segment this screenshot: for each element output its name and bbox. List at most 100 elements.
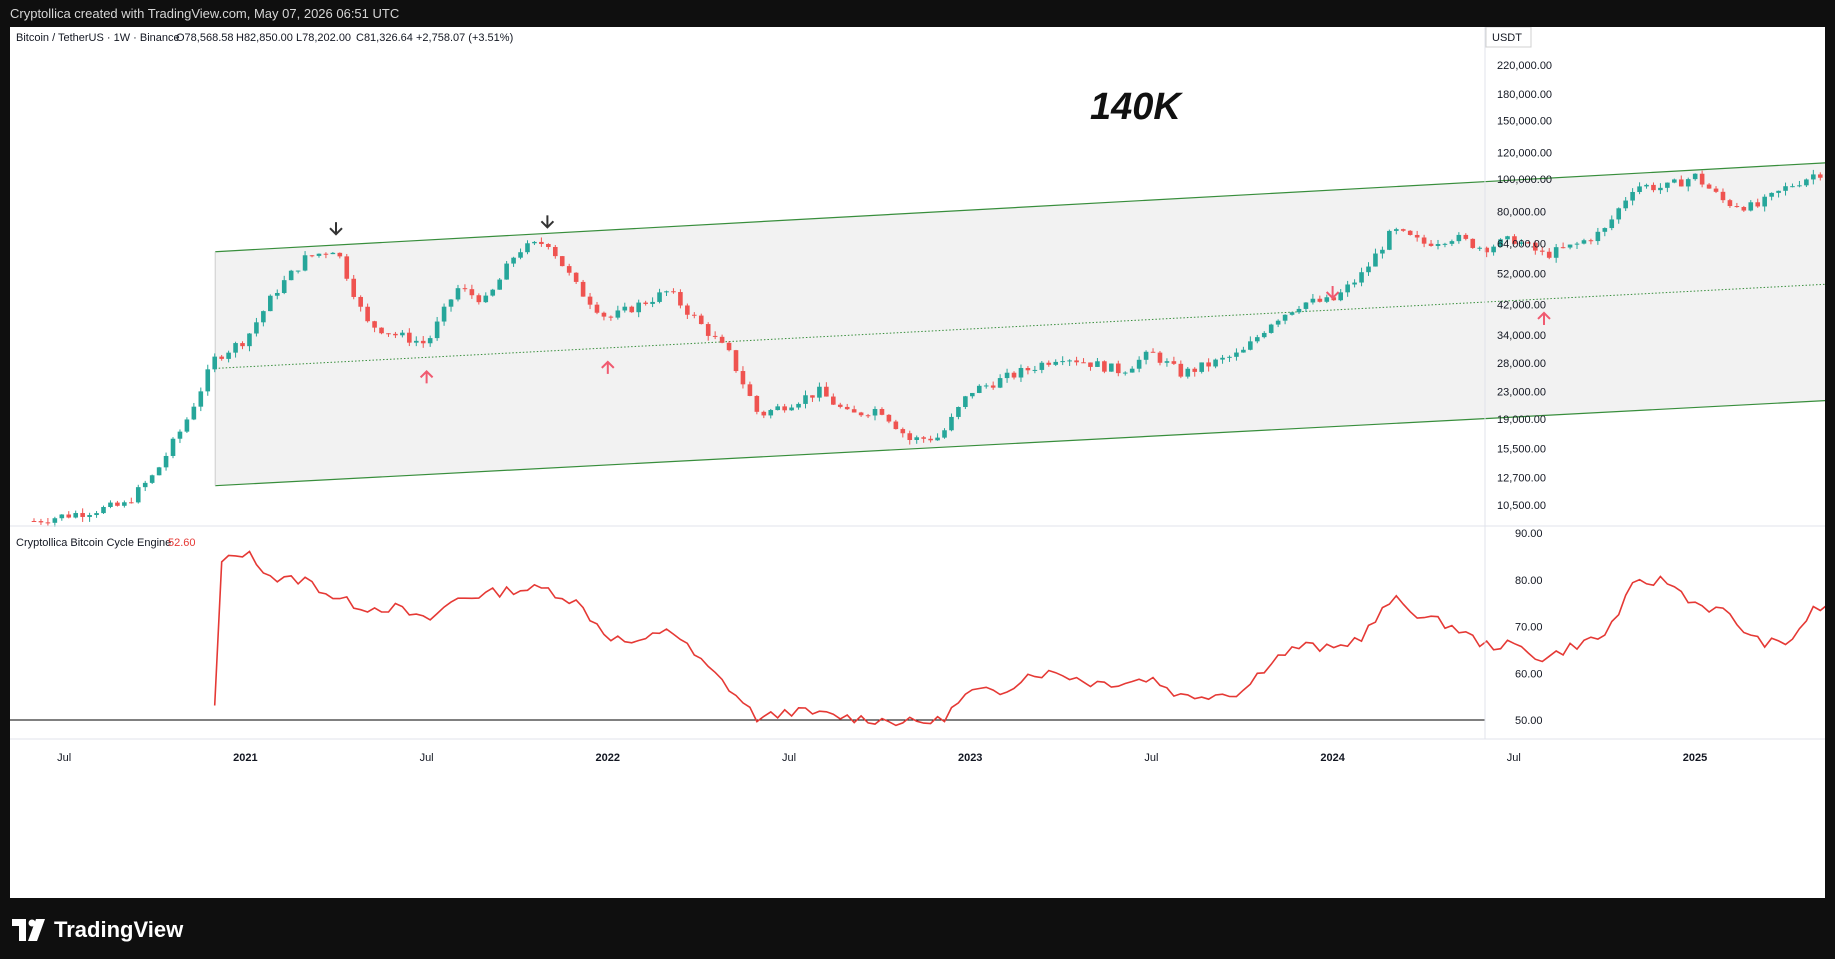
candle-body <box>212 356 218 370</box>
candle-body <box>226 352 231 359</box>
candle-body <box>601 312 607 317</box>
candle-body <box>1609 219 1615 229</box>
candle-body <box>685 305 690 315</box>
candle-body <box>309 255 315 257</box>
candle-body <box>851 409 857 413</box>
candle-body <box>671 291 676 293</box>
indicator-tick-label: 80.00 <box>1515 575 1543 587</box>
candle-body <box>921 437 926 439</box>
candle-body <box>914 437 920 440</box>
candle-body <box>768 410 774 416</box>
candle-body <box>1067 360 1072 362</box>
candle-body <box>233 343 238 353</box>
candle-body <box>295 270 301 272</box>
price-tick-label: 12,700.00 <box>1497 472 1546 484</box>
candle-body <box>518 252 523 258</box>
time-tick-label: 2022 <box>596 752 620 764</box>
candle-body <box>573 272 579 282</box>
time-tick-label: 2024 <box>1320 752 1345 764</box>
candle-body <box>1380 249 1385 254</box>
candle-body <box>1651 184 1656 191</box>
candle-body <box>1588 240 1594 242</box>
candle-body <box>191 406 197 420</box>
chart-svg[interactable]: 220,000.00 180,000.00 150,000.00 120,000.00… <box>10 26 1835 898</box>
indicator-tick-label: 50.00 <box>1515 715 1543 727</box>
candle-body <box>205 369 211 392</box>
candle-body <box>1011 372 1017 378</box>
candle-body <box>1053 361 1059 365</box>
candle-body <box>657 292 662 302</box>
header-caption: Cryptollica created with TradingView.com… <box>10 6 400 21</box>
support-arrow-head <box>601 360 615 369</box>
candle-body <box>1435 244 1441 246</box>
candle-body <box>1470 238 1476 248</box>
candle-body <box>1783 186 1788 191</box>
channel-upper-line <box>215 161 1835 253</box>
candle-body <box>254 322 259 334</box>
candle-body <box>796 403 801 408</box>
candle-body <box>893 421 899 430</box>
candle-body <box>963 396 968 408</box>
candle-body <box>1178 363 1184 377</box>
candle-body <box>177 431 183 439</box>
candle-body <box>1727 200 1733 207</box>
candle-body <box>1539 250 1545 252</box>
candle-body <box>1804 179 1809 186</box>
candle-body <box>1039 362 1045 370</box>
candle-body <box>1699 173 1705 185</box>
candle-body <box>1567 244 1573 248</box>
candle-body <box>1122 372 1128 374</box>
time-tick-label: Jul <box>782 752 796 764</box>
candle-body <box>1310 298 1316 303</box>
candle-body <box>115 502 120 506</box>
candle-body <box>636 302 641 313</box>
candle-body <box>1192 368 1198 372</box>
candle-body <box>469 289 475 296</box>
candle-body <box>316 253 322 256</box>
candle-body <box>726 342 732 351</box>
candle-body <box>448 299 454 307</box>
candle-body <box>1331 297 1337 301</box>
change-value: +2,758.07 (+3.51%) <box>416 32 513 44</box>
candle-body <box>1720 191 1726 201</box>
candle-body <box>1359 272 1364 283</box>
candle-body <box>219 356 224 359</box>
tradingview-brand[interactable]: TradingView <box>12 917 183 943</box>
candle-body <box>761 411 767 416</box>
candle-body <box>546 244 551 247</box>
candle-body <box>135 487 141 503</box>
candle-body <box>1762 196 1767 207</box>
candle-body <box>1602 228 1608 232</box>
candle-body <box>1213 359 1218 367</box>
candle-body <box>608 316 614 318</box>
candle-body <box>1713 188 1719 192</box>
price-tick-label: 23,000.00 <box>1497 387 1546 399</box>
symbol-label: Bitcoin / TetherUS · 1W · Binance <box>16 32 180 44</box>
candle-body <box>59 514 65 519</box>
time-tick-label: 2023 <box>958 752 982 764</box>
candle-body <box>274 292 280 296</box>
candle-body <box>976 385 982 393</box>
candle-body <box>1185 368 1191 377</box>
price-tick-label: 220,000.00 <box>1497 60 1552 72</box>
candle-body <box>1498 239 1503 247</box>
candle-body <box>122 502 127 506</box>
candle-body <box>837 404 843 407</box>
candle-body <box>1658 187 1663 191</box>
candle-body <box>393 333 398 336</box>
candle-body <box>1463 234 1469 239</box>
candle-body <box>101 506 106 514</box>
price-tick-label: 180,000.00 <box>1497 89 1552 101</box>
support-arrow-head <box>1537 311 1551 320</box>
candle-body <box>94 513 99 516</box>
candle-body <box>858 412 864 416</box>
candle-body <box>1637 186 1642 192</box>
currency-badge[interactable]: USDT <box>1485 26 1532 48</box>
candle-body <box>1811 174 1816 180</box>
candle-body <box>615 310 621 318</box>
candle-body <box>1171 361 1177 364</box>
top-arrow-head <box>329 227 343 236</box>
price-tick-label: 19,000.00 <box>1497 414 1546 426</box>
candle-body <box>525 243 530 253</box>
